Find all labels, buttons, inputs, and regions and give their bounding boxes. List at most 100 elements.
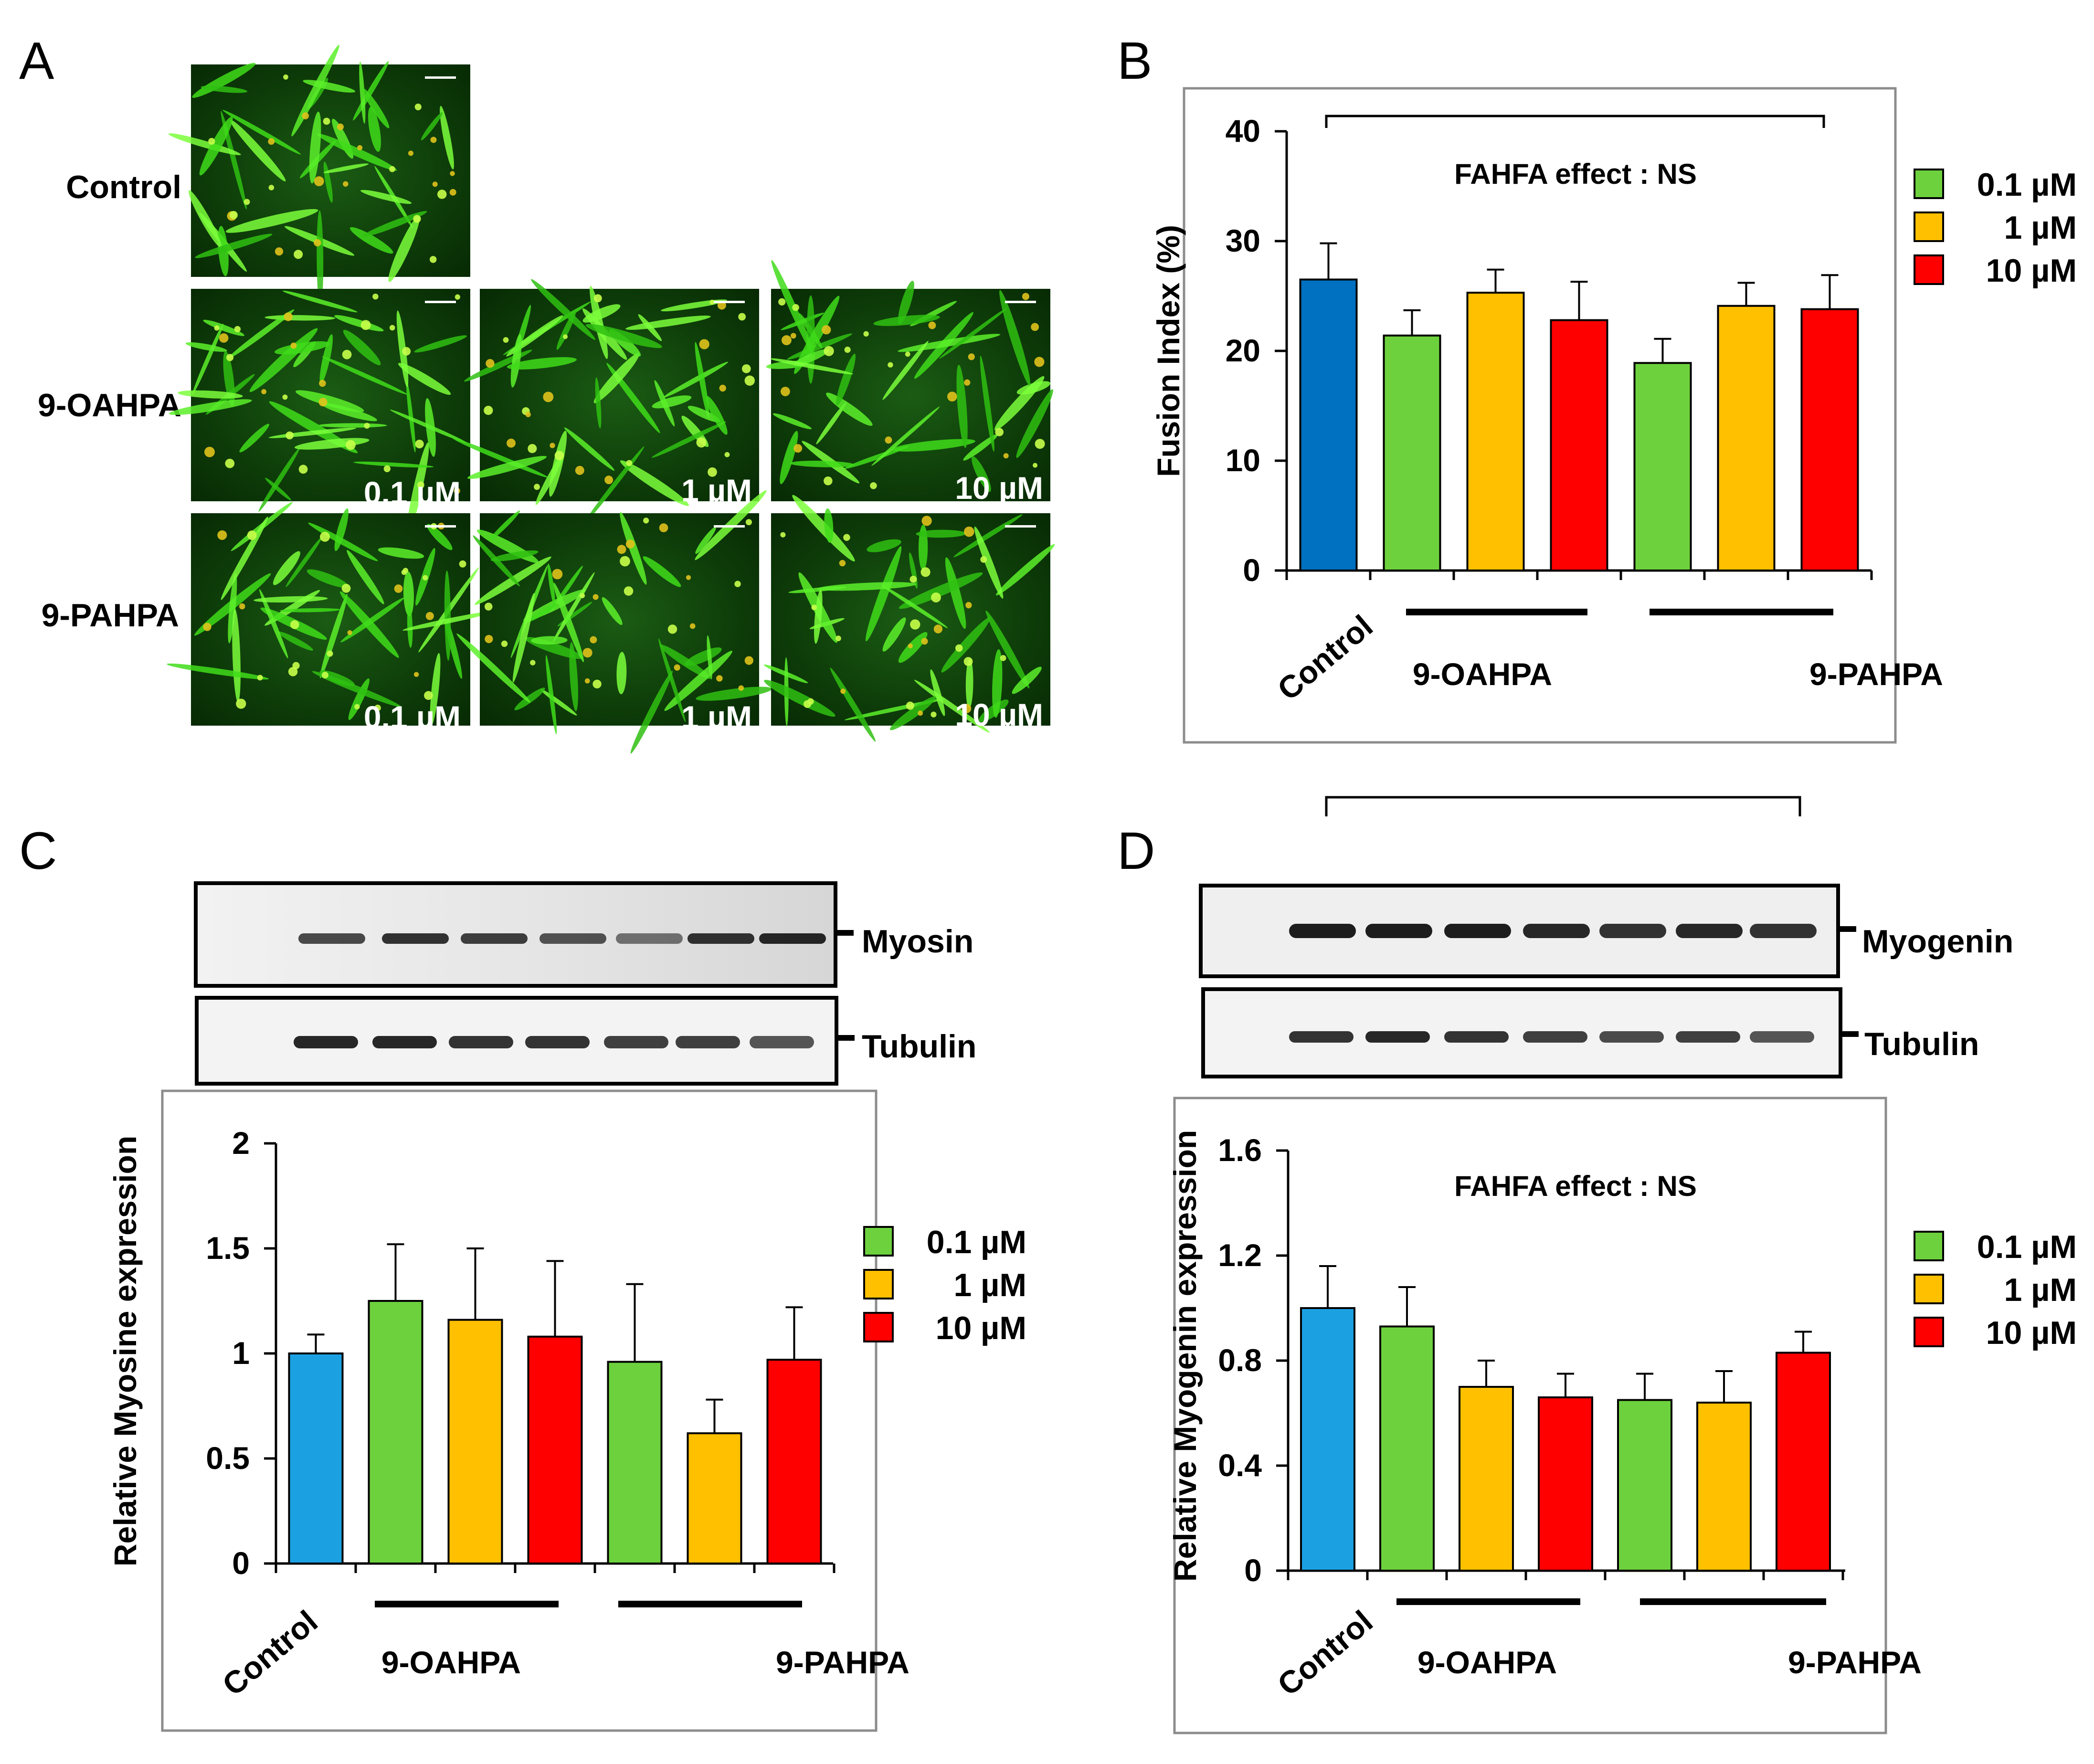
y-tick-label: 10 bbox=[1226, 443, 1260, 478]
y-tick-label: 0.8 bbox=[1218, 1342, 1262, 1378]
conc-label: 1 µM bbox=[681, 473, 752, 508]
legend-swatch bbox=[1914, 1231, 1944, 1261]
blot-band bbox=[1365, 924, 1432, 938]
bar bbox=[1466, 292, 1525, 571]
micrograph-grid bbox=[167, 44, 1055, 754]
conc-label: 0.1 µM bbox=[364, 475, 461, 510]
legend-swatch bbox=[863, 1269, 894, 1299]
panel-letter-c: C bbox=[19, 822, 57, 880]
blot-band bbox=[298, 933, 365, 944]
group-label: 9-OAHPA bbox=[1417, 1645, 1557, 1680]
blot-band bbox=[750, 1036, 814, 1048]
bar bbox=[607, 1361, 663, 1565]
y-tick-label: 0 bbox=[1244, 1553, 1262, 1588]
y-tick-label: 0 bbox=[1243, 552, 1260, 588]
legend-label: 10 µM bbox=[1986, 253, 2077, 289]
y-tick-label: 0.4 bbox=[1218, 1447, 1262, 1483]
legend-swatch bbox=[863, 1226, 894, 1257]
blot-band bbox=[1365, 1031, 1430, 1043]
legend-swatch bbox=[1914, 1317, 1944, 1347]
blot-band bbox=[1750, 1031, 1814, 1043]
blot-band bbox=[372, 1036, 437, 1048]
blot-band bbox=[539, 933, 606, 944]
blot-band bbox=[1523, 924, 1590, 938]
conc-label: 0.1 µM bbox=[364, 699, 461, 735]
legend-swatch bbox=[1914, 254, 1944, 285]
bar bbox=[1717, 305, 1776, 571]
y-tick-label: 1.5 bbox=[206, 1230, 250, 1266]
blot-band bbox=[1289, 1031, 1354, 1043]
blot-myosin: Myosin bbox=[194, 881, 973, 988]
panel-d: Myogenin Tubulin FAHFA effect : NS 00.40… bbox=[1167, 884, 2077, 1734]
ns-annotation: FAHFA effect : NS bbox=[1454, 158, 1697, 190]
blot-band bbox=[604, 1036, 668, 1048]
y-tick-label: 0.5 bbox=[206, 1440, 250, 1476]
blot-band bbox=[759, 933, 826, 944]
panel-letter-a: A bbox=[19, 32, 54, 90]
legend-label: 10 µM bbox=[936, 1310, 1026, 1346]
blot-band bbox=[1444, 924, 1511, 938]
scale-bar bbox=[425, 525, 456, 528]
legend-swatch bbox=[1914, 1274, 1944, 1304]
legend-label: 1 µM bbox=[953, 1267, 1026, 1303]
blot-band bbox=[1599, 1031, 1664, 1043]
y-tick-label: 40 bbox=[1226, 113, 1260, 148]
ns-bracket bbox=[1325, 115, 1825, 128]
micrograph-tile bbox=[169, 289, 470, 535]
bar bbox=[1538, 1396, 1593, 1572]
blot-tubulin-c: Tubulin bbox=[195, 996, 976, 1086]
conc-label: 10 µM bbox=[955, 470, 1043, 506]
ns-annotation: FAHFA effect : NS bbox=[1454, 1170, 1697, 1202]
bar bbox=[1550, 319, 1608, 571]
panel-c-frame bbox=[161, 1089, 878, 1732]
group-label: 9-PAHPA bbox=[1788, 1645, 1922, 1680]
blot-band bbox=[382, 933, 449, 944]
legend-swatch bbox=[1914, 211, 1944, 242]
panel-letter-d: D bbox=[1117, 822, 1155, 880]
bar bbox=[1379, 1325, 1435, 1572]
bar bbox=[1300, 1307, 1355, 1572]
legend-label: 0.1 µM bbox=[1977, 1229, 2077, 1265]
blot-band bbox=[1289, 924, 1356, 938]
conc-labels-row-oahpa: 0.1 µM 1 µM 10 µM bbox=[364, 470, 1043, 510]
blot-band bbox=[1676, 1031, 1740, 1043]
bar bbox=[1800, 308, 1859, 571]
bar bbox=[1617, 1399, 1672, 1572]
micrograph-tile bbox=[168, 44, 470, 307]
group-label-control: Control bbox=[1271, 1604, 1379, 1702]
scale-bar bbox=[1005, 525, 1036, 528]
y-tick-label: 20 bbox=[1226, 333, 1260, 368]
chart-b: 0 10 20 30 40 Fusion Index (%) Control 9-OAHPA 9… bbox=[1151, 113, 2077, 707]
row-label-9-oahpa: 9-OAHPA bbox=[38, 387, 181, 423]
bar bbox=[766, 1359, 822, 1564]
y-axis-label: Fusion Index (%) bbox=[1151, 225, 1186, 477]
micrograph-tile bbox=[763, 495, 1055, 742]
legend-swatch bbox=[1914, 169, 1944, 199]
blot-label-myosin: Myosin bbox=[862, 923, 973, 960]
row-label-control: Control bbox=[66, 169, 181, 205]
blot-band bbox=[1599, 924, 1666, 938]
panel-d-frame bbox=[1173, 1097, 1887, 1734]
conc-label: 1 µM bbox=[681, 699, 752, 735]
panel-b: FAHFA effect : NS 0 10 20 30 40 Fusion Index … bbox=[1151, 87, 2077, 744]
conc-labels-row-pahpa: 0.1 µM 1 µM 10 µM bbox=[364, 697, 1043, 735]
y-tick-label: 1.6 bbox=[1218, 1132, 1262, 1168]
panel-letter-b: B bbox=[1117, 32, 1152, 90]
bar bbox=[447, 1319, 503, 1565]
bar bbox=[288, 1352, 344, 1564]
blot-band bbox=[616, 933, 683, 944]
scale-bar bbox=[425, 76, 456, 79]
blot-band bbox=[461, 933, 528, 944]
chart-d: 0 0.4 0.8 1.2 1.6 Relative Myogenin expressio… bbox=[1167, 1130, 2077, 1702]
y-tick-label: 1.2 bbox=[1218, 1237, 1262, 1273]
micrograph-tile bbox=[453, 279, 759, 525]
bar bbox=[368, 1300, 423, 1564]
scale-bar bbox=[714, 525, 745, 528]
legend-label: 1 µM bbox=[2004, 210, 2077, 246]
group-label: 9-PAHPA bbox=[776, 1645, 910, 1680]
blot-label-tubulin: Tubulin bbox=[862, 1028, 976, 1065]
blot-band bbox=[1523, 1031, 1587, 1043]
blot-band bbox=[676, 1036, 740, 1048]
legend-label: 1 µM bbox=[2004, 1272, 2077, 1308]
